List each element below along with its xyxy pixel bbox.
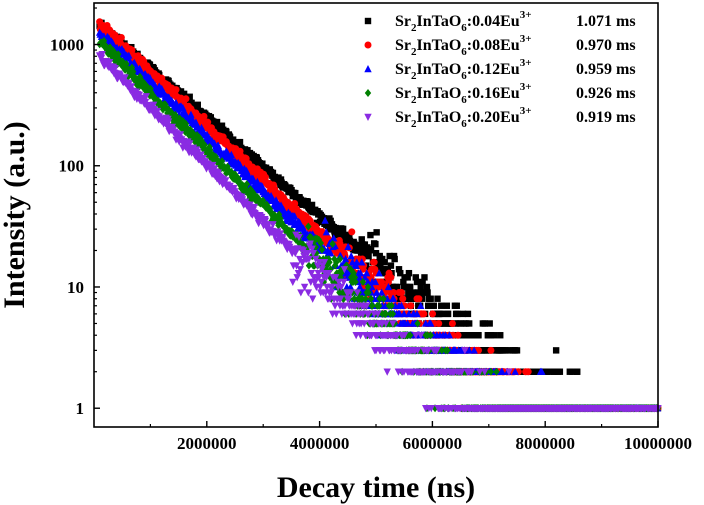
data-point (435, 320, 442, 327)
data-point (487, 347, 494, 354)
data-point (429, 310, 436, 317)
data-point (427, 296, 433, 302)
data-point (486, 320, 492, 326)
data-point (444, 303, 450, 309)
data-point (399, 295, 406, 302)
data-point (237, 139, 243, 145)
data-point (438, 303, 444, 309)
data-point (475, 332, 481, 338)
x-tick-label: 8000000 (515, 434, 575, 453)
data-point (340, 226, 346, 232)
data-point (465, 311, 471, 317)
legend-lifetime: 0.970 ms (576, 37, 636, 54)
data-point (348, 228, 355, 235)
x-axis-title: Decay time (ns) (277, 471, 475, 504)
legend-lifetime: 0.926 ms (576, 85, 636, 102)
y-tick-label: 1 (76, 399, 85, 418)
data-point (439, 311, 445, 317)
x-tick-label: 6000000 (403, 434, 463, 453)
data-point (305, 289, 312, 296)
data-point (424, 289, 430, 295)
y-tick-label: 1000 (50, 36, 84, 55)
data-point (373, 229, 379, 235)
data-point (406, 270, 412, 276)
data-point (365, 253, 371, 259)
data-point (182, 95, 189, 102)
data-point (421, 274, 427, 280)
legend-lifetime: 1.071 ms (576, 13, 636, 30)
data-point (466, 320, 472, 326)
legend-marker (364, 114, 371, 121)
data-point (574, 369, 580, 375)
data-point (289, 279, 296, 286)
decay-chart: 2000000 4000000 6000000 8000000 10000000 1 10 1… (0, 0, 704, 505)
data-point (424, 284, 430, 290)
x-tick-label: 4000000 (290, 434, 350, 453)
legend-label: Sr2InTaO6:0.12Eu3+ (395, 57, 531, 82)
data-point (415, 295, 422, 302)
data-point (454, 311, 460, 317)
data-point (420, 310, 427, 317)
legend-label: Sr2InTaO6:0.08Eu3+ (395, 33, 531, 58)
data-point (431, 303, 437, 309)
legend-label: Sr2InTaO6:0.20Eu3+ (395, 105, 531, 130)
data-point (384, 369, 391, 376)
data-point (455, 332, 462, 339)
y-tick-label: 100 (59, 157, 85, 176)
y-axis-title: Intensity (a.u.) (0, 121, 31, 309)
data-point (449, 320, 456, 327)
data-point (454, 303, 460, 309)
data-point (118, 34, 125, 41)
data-point (387, 274, 394, 281)
series-1 (96, 20, 661, 412)
data-point (372, 241, 378, 247)
data-point (388, 262, 394, 268)
data-point (445, 311, 451, 317)
data-point (309, 296, 316, 303)
plot-frame (94, 3, 658, 427)
data-point (407, 284, 413, 290)
data-point (371, 259, 378, 266)
legend-marker (365, 18, 371, 24)
data-point (557, 369, 563, 375)
legend-label: Sr2InTaO6:0.04Eu3+ (395, 9, 531, 34)
data-point (407, 302, 414, 309)
data-point (491, 332, 497, 338)
data-point (398, 289, 405, 296)
data-point (173, 86, 180, 93)
data-point (367, 232, 373, 238)
legend-marker (365, 42, 372, 49)
legend-marker (364, 65, 371, 72)
x-tick-label: 2000000 (177, 434, 237, 453)
legend-label: Sr2InTaO6:0.16Eu3+ (395, 81, 531, 106)
x-tick-label: 10000000 (624, 434, 692, 453)
legend: Sr2InTaO6:0.04Eu3+ 1.071 ms Sr2InTaO6:0.08… (364, 9, 635, 130)
data-point (514, 347, 520, 353)
y-tick-label: 10 (67, 278, 84, 297)
data-point (382, 259, 388, 265)
data-point (195, 102, 201, 108)
data-point (525, 368, 532, 375)
legend-marker (365, 89, 371, 97)
legend-lifetime: 0.919 ms (576, 109, 636, 126)
data-point (391, 256, 397, 262)
data-point (297, 289, 304, 296)
data-point (434, 296, 440, 302)
legend-lifetime: 0.959 ms (576, 61, 636, 78)
data-point (553, 347, 559, 353)
data-point (414, 289, 420, 295)
data-point (497, 332, 503, 338)
